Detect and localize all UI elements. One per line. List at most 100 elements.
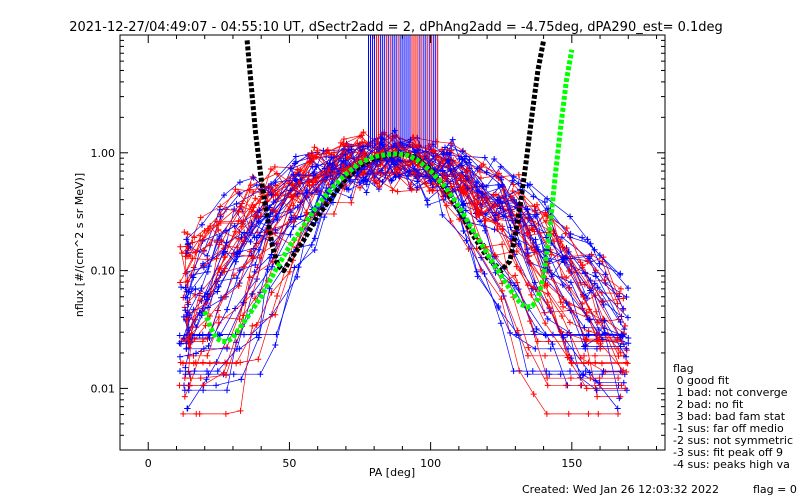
data-point-marker xyxy=(199,221,206,228)
x-axis-label: PA [deg] xyxy=(369,466,415,479)
data-point-marker xyxy=(524,182,531,189)
flag-legend: flag 0 good fit 1 bad: not converge 2 ba… xyxy=(673,362,793,471)
data-point-marker xyxy=(191,234,198,241)
data-point-marker xyxy=(447,218,454,225)
data-point-marker xyxy=(389,133,396,140)
data-point-marker xyxy=(499,182,506,189)
data-point-marker xyxy=(363,181,370,188)
data-point-marker xyxy=(542,331,549,338)
data-point-marker xyxy=(272,341,279,348)
data-point-marker xyxy=(192,285,199,292)
data-point-marker xyxy=(449,136,456,143)
y-tick-label: 1.00 xyxy=(91,147,116,160)
data-point-marker xyxy=(217,219,224,226)
data-point-marker xyxy=(325,168,332,175)
data-point-marker xyxy=(586,369,593,376)
data-point-marker xyxy=(567,213,574,220)
data-point-marker xyxy=(545,205,552,212)
axes-group: 0 50 100 150 0.01 0.10 1.00 xyxy=(91,35,665,470)
data-point-marker xyxy=(562,230,569,237)
data-point-marker xyxy=(584,236,591,243)
data-point-marker xyxy=(241,229,248,236)
data-point-marker xyxy=(559,282,566,289)
data-point-marker xyxy=(321,214,328,221)
data-point-marker xyxy=(481,154,488,161)
data-point-marker xyxy=(214,288,221,295)
data-point-marker xyxy=(625,340,632,347)
data-point-marker xyxy=(274,192,281,199)
data-point-marker xyxy=(583,295,590,302)
data-point-marker xyxy=(268,251,275,258)
legend-title: flag xyxy=(673,362,694,375)
data-point-marker xyxy=(342,151,349,158)
data-point-marker xyxy=(206,312,213,319)
data-point-marker xyxy=(499,241,506,248)
data-point-marker xyxy=(329,166,336,173)
data-point-marker xyxy=(599,336,606,343)
data-point-marker xyxy=(617,349,624,356)
data-point-marker xyxy=(233,360,240,367)
data-point-marker xyxy=(510,368,517,375)
data-point-marker xyxy=(529,368,536,375)
data-point-marker xyxy=(601,329,608,336)
data-point-marker xyxy=(593,308,600,315)
data-point-marker xyxy=(267,166,274,173)
data-point-marker xyxy=(592,267,599,274)
data-point-marker xyxy=(560,256,567,263)
data-point-marker xyxy=(216,266,223,273)
data-point-marker xyxy=(623,359,630,366)
data-point-marker xyxy=(566,268,573,275)
data-point-marker xyxy=(544,299,551,306)
data-point-marker xyxy=(565,285,572,292)
data-point-marker xyxy=(184,294,191,301)
data-point-marker xyxy=(587,375,594,382)
data-point-marker xyxy=(623,345,630,352)
data-point-marker xyxy=(592,377,599,384)
data-point-marker xyxy=(289,181,296,188)
data-point-marker xyxy=(206,335,213,342)
data-point-marker xyxy=(215,226,222,233)
data-point-marker xyxy=(499,223,506,230)
data-point-marker xyxy=(577,259,584,266)
data-point-marker xyxy=(272,179,279,186)
legend-item: 3 bad: bad fam stat xyxy=(673,410,786,423)
data-point-marker xyxy=(614,337,621,344)
data-point-marker xyxy=(582,342,589,349)
data-point-marker xyxy=(360,149,367,156)
data-point-marker xyxy=(459,156,466,163)
legend-item: 2 bad: no fit xyxy=(673,398,744,411)
data-point-marker xyxy=(290,223,297,230)
data-point-marker xyxy=(543,217,550,224)
data-point-marker xyxy=(577,354,584,361)
data-point-marker xyxy=(542,332,549,339)
data-point-marker xyxy=(499,287,506,294)
data-point-marker xyxy=(424,201,431,208)
data-point-marker xyxy=(178,284,185,291)
data-point-marker xyxy=(305,171,312,178)
data-point-marker xyxy=(598,360,605,367)
data-point-marker xyxy=(408,186,415,193)
data-point-marker xyxy=(462,207,469,214)
data-point-marker xyxy=(269,263,276,270)
data-point-marker xyxy=(272,208,279,215)
data-point-marker xyxy=(221,248,228,255)
data-point-marker xyxy=(622,322,629,329)
data-point-marker xyxy=(530,284,537,291)
data-point-marker xyxy=(204,368,211,375)
data-point-marker xyxy=(291,160,298,167)
data-point-marker xyxy=(236,190,243,197)
data-point-marker xyxy=(477,267,484,274)
data-point-marker xyxy=(341,142,348,149)
data-point-marker xyxy=(205,331,212,338)
data-point-marker xyxy=(218,238,225,245)
data-point-marker xyxy=(213,382,220,389)
data-point-marker xyxy=(323,148,330,155)
data-point-marker xyxy=(237,359,244,366)
data-point-marker xyxy=(548,273,555,280)
data-point-marker xyxy=(587,287,594,294)
data-point-marker xyxy=(177,340,184,347)
data-point-marker xyxy=(198,285,205,292)
data-point-marker xyxy=(313,187,320,194)
data-point-marker xyxy=(266,183,273,190)
